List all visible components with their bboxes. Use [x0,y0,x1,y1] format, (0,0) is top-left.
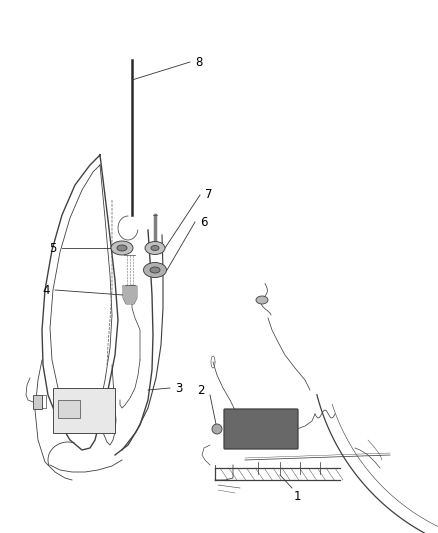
Text: 8: 8 [195,55,202,69]
Text: 2: 2 [198,384,205,397]
Bar [53,388,115,433]
Bar [33,395,42,409]
Text: 3: 3 [175,382,182,394]
Polygon shape [123,286,137,304]
Text: 6: 6 [200,215,208,229]
Ellipse shape [117,245,127,251]
Ellipse shape [151,246,159,251]
Ellipse shape [111,241,133,255]
Ellipse shape [145,241,165,254]
Ellipse shape [144,262,166,278]
Text: 4: 4 [42,284,50,296]
Text: 5: 5 [49,241,57,254]
Ellipse shape [150,267,160,273]
Bar [58,400,80,418]
FancyBboxPatch shape [224,409,298,449]
Circle shape [212,424,222,434]
Ellipse shape [256,296,268,304]
Text: 1: 1 [294,490,301,503]
Text: 7: 7 [205,189,212,201]
